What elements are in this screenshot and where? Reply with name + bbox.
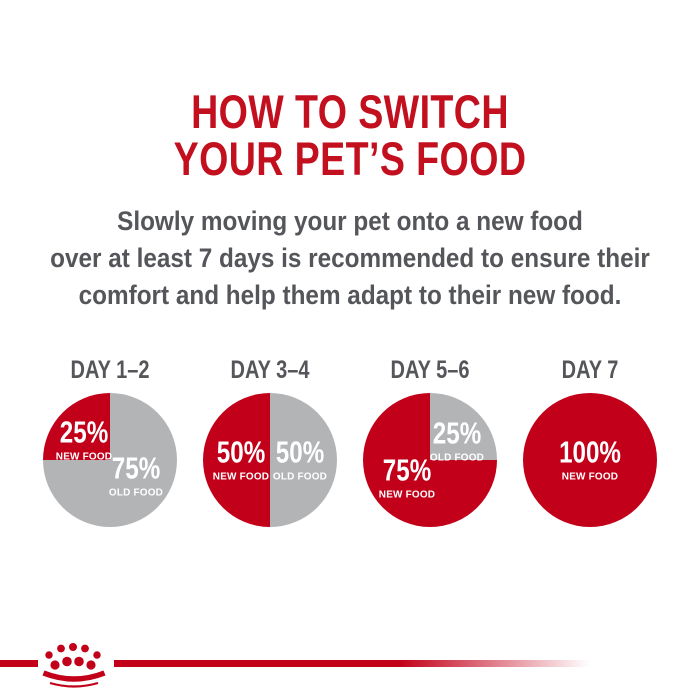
new-food-slice-label: 100% NEW FOOD: [550, 436, 629, 482]
old-food-slice-label: 75% OLD FOOD: [105, 452, 167, 498]
old-food-percent: 75%: [111, 450, 161, 486]
day-1-2-label: DAY 1–2: [70, 356, 150, 384]
intro-line-3: comfort and help them adapt to their new…: [78, 280, 622, 310]
old-food-slice-label: 25% OLD FOOD: [426, 417, 488, 463]
new-food-slice-label: 50% NEW FOOD: [210, 436, 272, 482]
day-7-label: DAY 7: [561, 356, 619, 384]
new-food-slice-label: 75% NEW FOOD: [376, 454, 438, 500]
new-food-percent: 50%: [216, 434, 266, 470]
new-food-percent: 100%: [559, 434, 621, 470]
old-food-caption: OLD FOOD: [272, 470, 328, 483]
old-food-percent: 50%: [275, 434, 325, 470]
footer-divider-right: [114, 660, 590, 667]
royal-canin-crown-icon: [42, 643, 106, 688]
day-5-6-column: DAY 5–6 25% OLD FOOD 75% NEW FOOD: [350, 356, 510, 531]
day-3-4-column: DAY 3–4 50% NEW FOOD 50% OLD FOOD: [190, 356, 350, 531]
new-food-slice-label: 25% NEW FOOD: [53, 416, 115, 462]
old-food-slice-label: 50% OLD FOOD: [269, 436, 331, 482]
new-food-caption: NEW FOOD: [378, 488, 436, 501]
intro-paragraph: Slowly moving your pet onto a new food o…: [35, 203, 665, 314]
page-title: HOW TO SWITCH YOUR PET’S FOOD: [0, 88, 700, 182]
day-3-4-label: DAY 3–4: [230, 356, 310, 384]
day-5-6-label: DAY 5–6: [390, 356, 470, 384]
pie-chart-day-5-6: 25% OLD FOOD 75% NEW FOOD: [363, 393, 497, 527]
new-food-caption: NEW FOOD: [212, 470, 270, 483]
pie-chart-day-3-4: 50% NEW FOOD 50% OLD FOOD: [203, 393, 337, 527]
new-food-caption: NEW FOOD: [561, 470, 619, 483]
intro-line-1: Slowly moving your pet onto a new food: [117, 206, 583, 236]
intro-line-2: over at least 7 days is recommended to e…: [50, 243, 650, 273]
pie-chart-day-7: 100% NEW FOOD: [523, 393, 657, 527]
old-food-caption: OLD FOOD: [108, 486, 164, 499]
new-food-percent: 25%: [59, 414, 109, 450]
new-food-caption: NEW FOOD: [55, 450, 113, 463]
pie-chart-day-1-2: 25% NEW FOOD 75% OLD FOOD: [43, 393, 177, 527]
day-1-2-column: DAY 1–2 25% NEW FOOD 75% OLD FOOD: [30, 356, 190, 531]
title-line-2: YOUR PET’S FOOD: [173, 132, 527, 185]
new-food-percent: 75%: [382, 452, 432, 488]
footer-divider-left: [0, 660, 38, 667]
day-7-column: DAY 7 100% NEW FOOD: [510, 356, 670, 531]
title-line-1: HOW TO SWITCH: [191, 85, 509, 138]
old-food-percent: 25%: [432, 415, 482, 451]
old-food-caption: OLD FOOD: [429, 451, 485, 464]
